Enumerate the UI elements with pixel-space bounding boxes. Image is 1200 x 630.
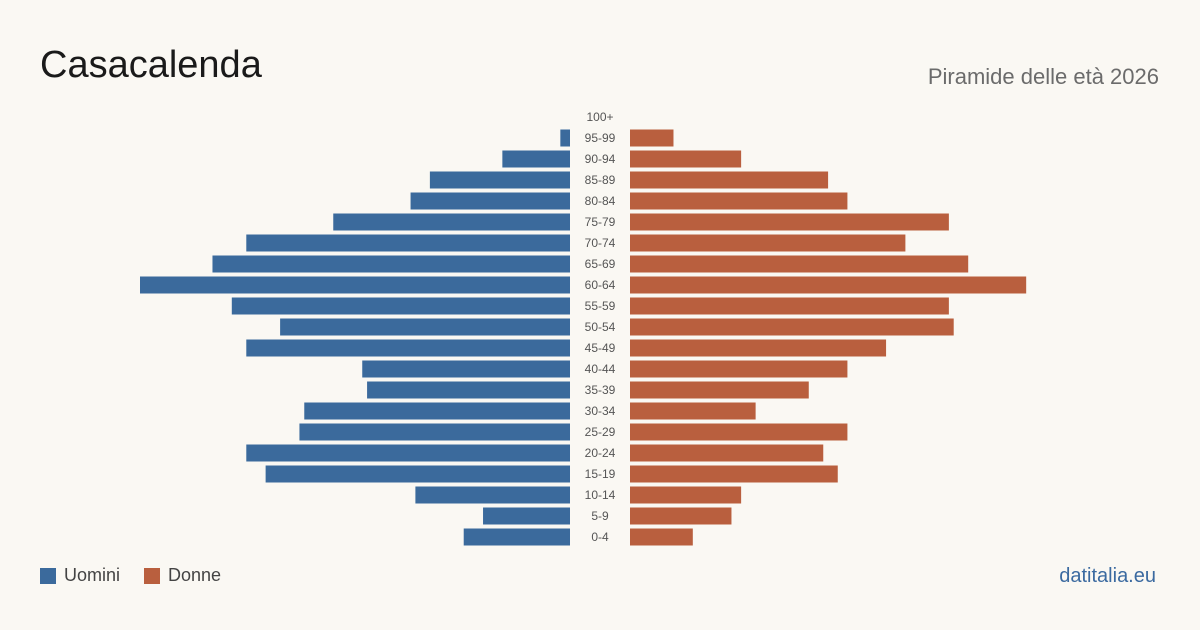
legend-label-female: Donne [168, 565, 222, 585]
bar-male-25-29 [299, 423, 570, 441]
bar-male-65-69 [212, 255, 570, 273]
legend: Uomini Donne [40, 565, 245, 586]
bar-female-50-54 [630, 318, 954, 336]
age-label-85-89: 85-89 [585, 173, 616, 187]
age-label-90-94: 90-94 [585, 152, 616, 166]
legend-swatch-female [144, 567, 161, 584]
age-label-65-69: 65-69 [585, 257, 616, 271]
bar-female-70-74 [630, 234, 906, 252]
age-label-0-4: 0-4 [591, 530, 609, 544]
age-label-95-99: 95-99 [585, 131, 616, 145]
bar-female-30-34 [630, 402, 756, 420]
bar-male-85-89 [429, 171, 570, 189]
age-label-70-74: 70-74 [585, 236, 616, 250]
legend-item-male: Uomini [40, 565, 120, 586]
age-label-60-64: 60-64 [585, 278, 616, 292]
age-label-35-39: 35-39 [585, 383, 616, 397]
bar-female-5-9 [630, 507, 732, 525]
bar-male-50-54 [280, 318, 570, 336]
bar-male-20-24 [246, 444, 571, 462]
bar-female-65-69 [630, 255, 969, 273]
bar-female-20-24 [630, 444, 824, 462]
legend-item-female: Donne [144, 565, 221, 586]
age-label-30-34: 30-34 [585, 404, 616, 418]
bar-male-5-9 [483, 507, 570, 525]
age-label-50-54: 50-54 [585, 320, 616, 334]
age-label-100+: 100+ [586, 110, 613, 124]
age-label-15-19: 15-19 [585, 467, 616, 481]
bar-male-90-94 [502, 150, 570, 168]
age-label-55-59: 55-59 [585, 299, 616, 313]
bar-female-60-64 [630, 276, 1027, 294]
bar-female-75-79 [630, 213, 949, 231]
bar-male-95-99 [560, 129, 570, 147]
age-label-75-79: 75-79 [585, 215, 616, 229]
bar-female-80-84 [630, 192, 848, 210]
site-link[interactable]: datitalia.eu [1059, 565, 1156, 587]
bar-female-35-39 [630, 381, 809, 399]
bar-female-10-14 [630, 486, 742, 504]
legend-swatch-male [40, 567, 56, 584]
age-label-45-49: 45-49 [585, 341, 616, 355]
bar-female-95-99 [630, 129, 674, 147]
bar-male-75-79 [333, 213, 570, 231]
bar-male-10-14 [415, 486, 570, 504]
age-label-40-44: 40-44 [585, 362, 616, 376]
age-label-80-84: 80-84 [585, 194, 616, 208]
age-label-20-24: 20-24 [585, 446, 616, 460]
bar-female-40-44 [630, 360, 848, 378]
bar-male-35-39 [367, 381, 570, 399]
chart-subtitle: Piramide delle età 2026 [927, 64, 1159, 89]
bar-female-90-94 [630, 150, 742, 168]
age-label-25-29: 25-29 [585, 425, 616, 439]
bar-female-85-89 [630, 171, 829, 189]
bar-male-60-64 [140, 276, 570, 294]
bar-male-15-19 [265, 465, 570, 483]
bar-male-0-4 [463, 528, 570, 546]
chart-title: Casacalenda [40, 44, 262, 86]
bar-female-55-59 [630, 297, 949, 315]
bar-male-40-44 [362, 360, 570, 378]
age-label-5-9: 5-9 [591, 509, 609, 523]
bar-male-70-74 [246, 234, 571, 252]
bar-male-55-59 [231, 297, 570, 315]
bar-male-30-34 [304, 402, 570, 420]
bar-female-15-19 [630, 465, 838, 483]
bar-male-80-84 [410, 192, 570, 210]
age-label-10-14: 10-14 [585, 488, 616, 502]
bar-male-45-49 [246, 339, 571, 357]
bar-female-45-49 [630, 339, 887, 357]
legend-label-male: Uomini [64, 565, 121, 585]
bar-female-25-29 [630, 423, 848, 441]
bar-female-0-4 [630, 528, 693, 546]
